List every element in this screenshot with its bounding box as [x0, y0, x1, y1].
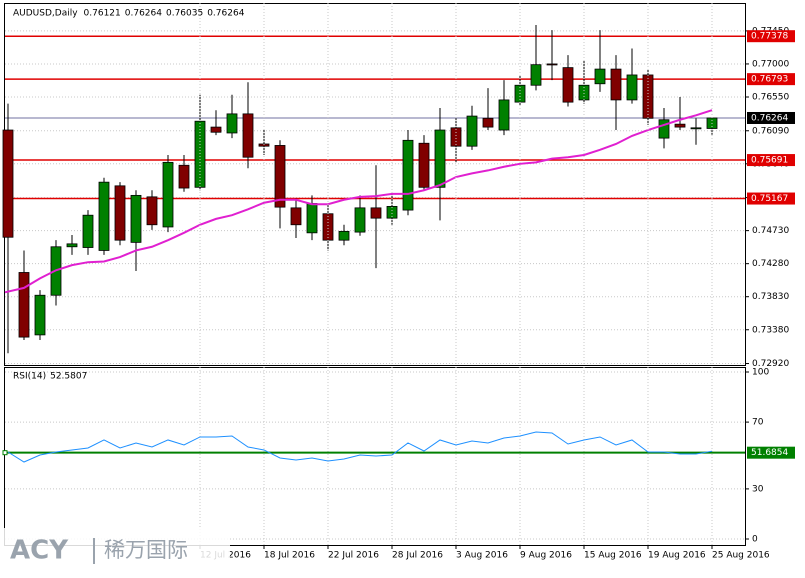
rsi-level-label-bg: [747, 446, 795, 459]
y-tick-label: 0.77000: [752, 59, 789, 69]
x-tick-label: 28 Jul 2016: [392, 551, 443, 561]
y-tick-label: 30: [752, 484, 764, 494]
watermark-bg: [0, 528, 230, 572]
candle-body: [354, 207, 366, 233]
y-tick-label: 70: [752, 418, 764, 428]
candle-body: [338, 230, 350, 241]
y-tick-label: 0.73830: [752, 292, 789, 302]
moving-average: [4, 109, 713, 294]
plot-layer: 0.774500.770000.765500.760900.756400.751…: [2, 3, 795, 549]
header-value: 0.76264: [207, 9, 244, 19]
candle-body: [610, 68, 622, 101]
candle-body: [114, 185, 126, 241]
rsi-level-label: 51.6854: [751, 448, 788, 458]
x-axis-labels: 15 Aug 2016: [584, 551, 642, 561]
x-axis-labels: 22 Jul 2016: [328, 551, 379, 561]
x-tick-label: 25 Aug 2016: [712, 551, 770, 561]
candle-body: [2, 129, 14, 238]
x-tick-label: 3 Aug 2016: [456, 551, 508, 561]
y-tick-label: 0.76090: [752, 126, 789, 136]
level-label: 0.75691: [751, 156, 788, 166]
watermark-name: 稀万国际: [104, 538, 188, 562]
level-label-bg: [747, 73, 795, 86]
x-tick-label: 19 Aug 2016: [648, 551, 706, 561]
candle-body: [482, 117, 494, 128]
candle-body: [530, 64, 542, 86]
header-value: 0.76264: [125, 9, 162, 19]
level-label: 0.77378: [751, 32, 788, 42]
y-tick-label: 0.73380: [752, 325, 789, 335]
candle-body: [674, 123, 686, 128]
last-price-label-bg: [747, 111, 795, 124]
candle-body: [146, 196, 158, 226]
candle-body: [498, 99, 510, 131]
y-tick-label: 0: [752, 534, 758, 544]
candle-body: [162, 161, 174, 228]
candle-body: [210, 126, 222, 133]
header-value: 0.76035: [166, 9, 203, 19]
last-price-label: 0.76264: [751, 113, 788, 123]
x-tick-label: 15 Aug 2016: [584, 551, 642, 561]
candle-body: [290, 207, 302, 226]
rsi-value: 52.5807: [50, 372, 87, 382]
candle-body: [66, 243, 78, 248]
candle-body: [370, 207, 382, 219]
candle-body: [658, 119, 670, 139]
x-axis-labels: 18 Jul 2016: [264, 551, 315, 561]
candle-body: [98, 181, 110, 251]
candle-body: [626, 74, 638, 101]
x-axis-labels: 3 Aug 2016: [456, 551, 508, 561]
candle-body: [258, 143, 270, 147]
level-label-bg: [747, 192, 795, 205]
level-label: 0.76793: [751, 75, 788, 85]
header-value: 0.76121: [84, 9, 121, 19]
candle-body: [178, 164, 190, 189]
rsi-title: RSI(14): [13, 372, 46, 382]
candle-body: [34, 294, 46, 336]
candle-body: [450, 127, 462, 147]
candle-body: [322, 213, 334, 241]
candle-body: [386, 205, 398, 219]
watermark: ACY 稀万国际: [0, 528, 230, 572]
candle-body: [466, 115, 478, 147]
y-tick-label: 100: [752, 368, 769, 378]
candle-body: [546, 63, 558, 66]
rsi-panel: [4, 367, 746, 546]
candle-body: [402, 139, 414, 211]
candle-body: [82, 214, 94, 248]
level-label-bg: [747, 30, 795, 43]
rsi-line: [7, 431, 713, 463]
x-axis-labels: 28 Jul 2016: [392, 551, 443, 561]
x-axis-labels: 25 Aug 2016: [712, 551, 770, 561]
y-tick-label: 0.74730: [752, 226, 789, 236]
candle-body: [226, 113, 238, 134]
candle-body: [418, 142, 430, 188]
y-tick-label: 0.72920: [752, 359, 789, 369]
marker: [2, 450, 8, 456]
x-axis-labels: 19 Aug 2016: [648, 551, 706, 561]
y-tick-label: 0.74280: [752, 259, 789, 269]
level-label: 0.75167: [751, 194, 788, 204]
y-tick-label: 0.76550: [752, 92, 789, 102]
candle-body: [434, 129, 446, 188]
level-label-bg: [747, 154, 795, 167]
candle-body: [690, 127, 702, 130]
x-axis-labels: 9 Aug 2016: [520, 551, 572, 561]
candle-body: [594, 68, 606, 85]
candle-body: [242, 113, 254, 158]
x-tick-label: 9 Aug 2016: [520, 551, 572, 561]
candle-body: [130, 194, 142, 243]
candle-body: [562, 67, 574, 103]
chart-title: AUDUSD,Daily: [13, 9, 78, 19]
x-tick-label: 18 Jul 2016: [264, 551, 315, 561]
candle-body: [18, 272, 30, 338]
watermark-brand: ACY: [10, 536, 69, 566]
candle-body: [194, 120, 206, 188]
candle-body: [306, 203, 318, 234]
candle-body: [274, 145, 286, 208]
x-tick-label: 22 Jul 2016: [328, 551, 379, 561]
